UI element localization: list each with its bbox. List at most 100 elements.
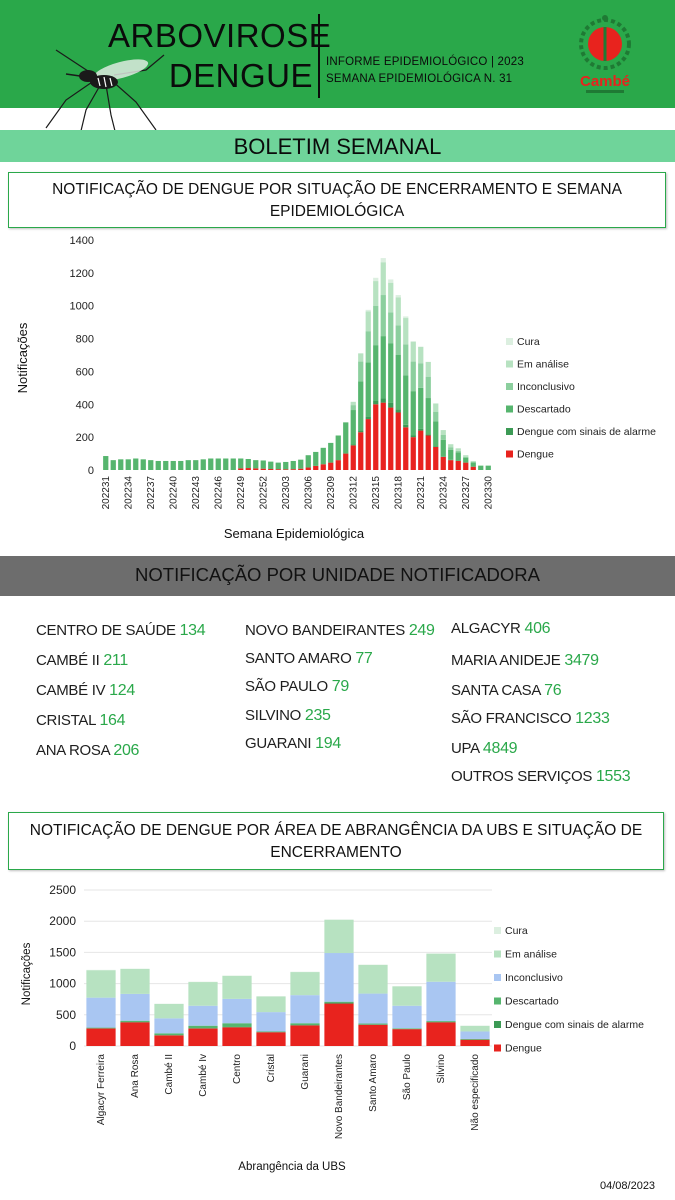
unit-value: 206 <box>113 742 140 759</box>
legend-label: Em análise <box>517 359 569 371</box>
bar-segment <box>320 464 326 470</box>
unit-item: SÃO PAULO 79 <box>245 678 349 696</box>
unit-item: NOVO BANDEIRANTES 249 <box>245 622 435 640</box>
bar-segment <box>470 461 476 463</box>
bar-segment <box>86 970 116 998</box>
bar-segment <box>283 469 289 470</box>
bar-segment <box>463 457 469 463</box>
legend-swatch <box>494 1044 501 1052</box>
y-tick-label: 1000 <box>70 301 94 313</box>
section3-title: NOTIFICAÇÃO DE DENGUE POR ÁREA DE ABRANG… <box>8 812 664 870</box>
bar-segment <box>440 439 446 457</box>
x-tick-label: Não especificado <box>470 1054 481 1131</box>
x-tick-label: Cambé II <box>164 1054 175 1095</box>
bar-segment <box>324 1003 354 1046</box>
boletim-banner <box>0 130 675 162</box>
bar-segment <box>343 422 349 454</box>
bar-segment <box>350 445 356 470</box>
bar-segment <box>350 405 356 411</box>
logo-text: Cambé <box>580 73 630 90</box>
bar-segment <box>86 1027 116 1029</box>
bar-segment <box>120 993 150 1021</box>
unit-item: ALGACYR 406 <box>451 620 551 638</box>
y-tick-label: 400 <box>76 399 94 411</box>
bar-segment <box>455 450 461 453</box>
bar-segment <box>154 1035 184 1046</box>
bar-segment <box>392 986 422 1006</box>
bar-segment <box>448 447 454 450</box>
bar-segment <box>403 318 409 345</box>
bar-segment <box>253 460 259 469</box>
bar-segment <box>290 1025 320 1046</box>
unit-name: CENTRO DE SAÚDE <box>36 622 180 639</box>
unit-name: CRISTAL <box>36 712 100 729</box>
mosquito-icon <box>45 49 165 135</box>
unit-value: 76 <box>544 682 562 699</box>
x-tick-label: 202243 <box>191 476 202 510</box>
bar-segment <box>320 447 326 465</box>
bar-segment <box>268 461 274 470</box>
legend-swatch <box>494 974 501 981</box>
bar-segment <box>463 462 469 470</box>
bar-segment <box>188 982 218 1006</box>
x-tick-label: 202327 <box>461 476 472 510</box>
bar-segment <box>373 305 379 346</box>
y-tick-label: 1200 <box>70 268 94 280</box>
legend-swatch <box>494 927 501 934</box>
bar-segment <box>283 461 289 470</box>
bar-segment <box>426 981 456 1022</box>
bar-segment <box>440 456 446 470</box>
bar-segment <box>358 432 364 470</box>
bar-segment <box>470 462 476 467</box>
bar-segment <box>388 343 394 403</box>
legend-label: Dengue com sinais de alarme <box>505 1019 644 1031</box>
legend-label: Dengue <box>505 1043 542 1055</box>
bar-segment <box>373 404 379 470</box>
unit-item: CAMBÉ IV 124 <box>36 682 135 700</box>
bar-segment <box>373 345 379 401</box>
bar-segment <box>193 460 199 470</box>
bar-segment <box>185 460 191 470</box>
unit-name: OUTROS SERVIÇOS <box>451 768 596 785</box>
bar-segment <box>460 1039 490 1046</box>
bar-segment <box>373 281 379 306</box>
bar-segment <box>358 361 364 382</box>
bar-segment <box>148 460 154 470</box>
unit-name: MARIA ANIDEJE <box>451 652 565 669</box>
bar-segment <box>118 459 124 470</box>
bar-segment <box>358 993 388 1024</box>
bar-segment <box>260 460 266 469</box>
x-tick-label: 202318 <box>393 476 404 510</box>
bar-segment <box>290 1023 320 1026</box>
x-tick-label: 202240 <box>168 476 179 510</box>
unit-value: 1233 <box>575 710 610 727</box>
bar-segment <box>380 262 386 296</box>
unit-name: ALGACYR <box>451 620 525 637</box>
bar-segment <box>403 427 409 470</box>
x-tick-label: Santo Amaro <box>368 1054 379 1112</box>
bar-segment <box>188 1025 218 1029</box>
bar-segment <box>245 468 251 470</box>
bar-segment <box>253 468 259 470</box>
bar-segment <box>380 336 386 399</box>
unit-item: UPA 4849 <box>451 740 518 758</box>
x-tick-label: 202324 <box>438 476 449 510</box>
bar-segment <box>324 1001 354 1003</box>
unit-value: 235 <box>304 707 331 724</box>
semana-subtitle: SEMANA EPIDEMIOLÓGICA N. 31 <box>326 73 513 85</box>
legend-swatch <box>506 360 513 368</box>
x-tick-label: 202249 <box>236 476 247 510</box>
unit-value: 3479 <box>564 652 599 669</box>
bar-segment <box>460 1025 490 1032</box>
legend-swatch <box>494 950 501 958</box>
x-tick-label: Silvino <box>436 1054 447 1084</box>
bar-segment <box>350 401 356 406</box>
bar-segment <box>208 458 214 470</box>
bar-segment <box>433 421 439 447</box>
bar-segment <box>163 460 169 470</box>
bar-segment <box>188 1005 218 1026</box>
bar-segment <box>200 459 206 470</box>
bar-segment <box>86 1028 116 1046</box>
bar-segment <box>448 449 454 460</box>
unit-item: CRISTAL 164 <box>36 712 126 730</box>
